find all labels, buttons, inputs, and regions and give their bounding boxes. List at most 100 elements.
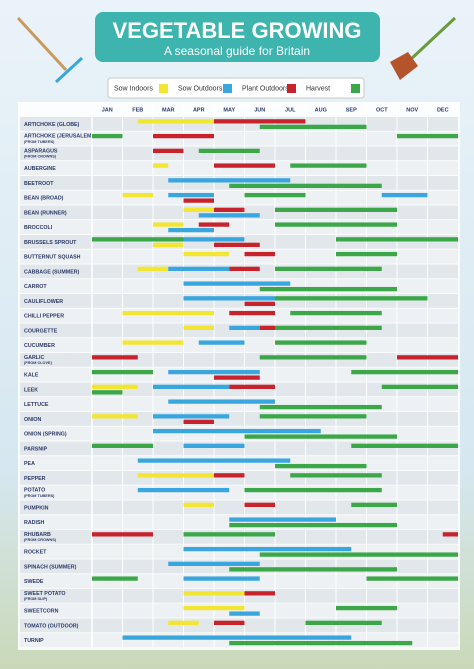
row-background	[20, 471, 458, 485]
activity-bar	[92, 133, 123, 139]
row-background	[20, 574, 458, 588]
row-sublabel: (FROM TUBERS)	[24, 140, 55, 144]
row-label: COURGETTE	[24, 328, 58, 334]
activity-bar	[137, 119, 214, 124]
row-background	[20, 618, 458, 633]
activity-bar	[137, 458, 291, 463]
row-label: BUTTERNUT SQUASH	[24, 255, 81, 261]
activity-bar	[168, 178, 291, 183]
activity-bar	[381, 192, 428, 198]
row-label: GARLIC	[24, 355, 44, 361]
activity-bar	[92, 237, 184, 242]
row-background	[20, 190, 458, 205]
activity-bar	[275, 207, 397, 212]
month-label: AUG	[315, 107, 327, 113]
row-background	[20, 441, 458, 456]
activity-bar	[229, 640, 413, 646]
activity-bar	[214, 242, 260, 247]
row-sublabel: (FROM SLIP)	[24, 597, 48, 601]
activity-bar	[183, 443, 245, 448]
activity-bar	[183, 605, 245, 611]
row-label: SPINACH (SUMMER)	[24, 564, 77, 570]
activity-bar	[290, 310, 382, 316]
row-label: PEPPER	[24, 476, 46, 482]
activity-bar	[336, 237, 458, 242]
row-label: CABBAGE (SUMMER)	[24, 269, 80, 275]
legend-label: Harvest	[306, 85, 330, 92]
activity-bar	[244, 192, 306, 198]
row-background	[20, 338, 458, 352]
activity-bar	[153, 133, 214, 139]
activity-bar	[198, 148, 260, 153]
legend-swatch	[287, 84, 296, 93]
activity-bar	[336, 605, 397, 611]
activity-bar	[153, 222, 184, 227]
activity-bar	[92, 355, 138, 360]
activity-bar	[92, 369, 153, 375]
row-background	[20, 530, 458, 544]
activity-bar	[153, 384, 230, 389]
activity-bar	[168, 266, 230, 271]
month-label: DEC	[437, 107, 449, 113]
activity-bar	[214, 163, 275, 168]
row-background	[20, 146, 458, 161]
activity-bar	[153, 242, 184, 247]
activity-bar	[381, 384, 458, 389]
activity-bar	[275, 222, 397, 227]
row-background	[20, 456, 458, 470]
month-label: JUL	[285, 107, 296, 113]
row-label: TOMATO (OUTDOOR)	[24, 623, 79, 629]
activity-bar	[183, 325, 214, 330]
row-label: SWEETCORN	[24, 609, 59, 615]
activity-bar	[122, 340, 184, 345]
activity-bar	[183, 237, 245, 242]
row-sublabel: (FROM TUBERS)	[24, 494, 55, 498]
activity-bar	[168, 369, 260, 375]
activity-bar	[137, 487, 230, 493]
activity-bar	[183, 546, 352, 552]
activity-bar	[214, 119, 306, 124]
activity-bar	[183, 532, 275, 537]
activity-bar	[183, 576, 260, 581]
row-label: SWEDE	[24, 579, 44, 585]
activity-bar	[259, 552, 458, 557]
month-label: MAY	[223, 107, 235, 113]
row-background	[20, 323, 458, 338]
activity-bar	[92, 576, 138, 581]
row-sublabel: (FROM CROWNS)	[24, 155, 57, 159]
activity-bar	[259, 355, 367, 360]
activity-bar	[442, 532, 458, 537]
row-label: CHILLI PEPPER	[24, 314, 64, 320]
activity-bar	[183, 198, 214, 203]
activity-bar	[168, 561, 260, 566]
month-label: NOV	[406, 107, 418, 113]
legend-label: Plant Outdoors	[242, 85, 289, 92]
activity-bar	[214, 473, 245, 478]
activity-bar	[290, 473, 382, 478]
row-label: ONION (SPRING)	[24, 432, 67, 438]
activity-bar	[92, 390, 123, 395]
activity-bar	[275, 340, 367, 345]
activity-bar	[183, 281, 291, 286]
activity-bar	[259, 124, 367, 129]
activity-bar	[153, 414, 230, 419]
row-label: BEETROOT	[24, 181, 54, 187]
activity-bar	[397, 133, 458, 139]
row-label: ASPARAGUS	[24, 148, 58, 154]
activity-bar	[244, 487, 382, 493]
month-label: JAN	[102, 107, 113, 113]
activity-bar	[244, 591, 275, 596]
row-label: LEEK	[24, 387, 38, 393]
activity-bar	[168, 227, 214, 233]
activity-bar	[122, 635, 352, 640]
row-label: TURNIP	[24, 638, 44, 644]
spade-icon	[390, 16, 457, 80]
row-label: KALE	[24, 373, 39, 379]
activity-bar	[183, 296, 275, 301]
activity-bar	[183, 419, 214, 424]
activity-bar	[290, 163, 367, 168]
activity-bar	[229, 611, 260, 616]
legend-swatch	[351, 84, 360, 93]
row-label: PEA	[24, 461, 35, 467]
